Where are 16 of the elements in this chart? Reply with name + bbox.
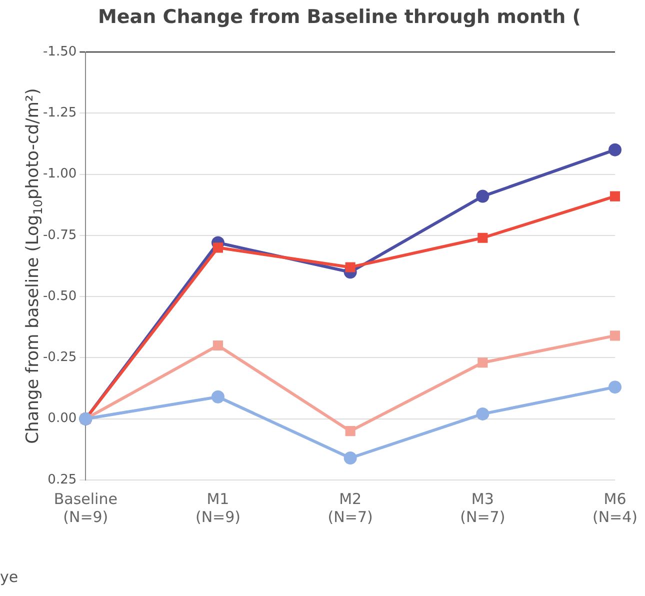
- x-tick-label: M1 (N=9): [195, 490, 240, 526]
- y-tick-label: -0.25: [42, 350, 77, 366]
- y-tick-label: 0.25: [48, 472, 77, 488]
- y-tick-label: 0.00: [48, 411, 77, 426]
- x-tick-label: M6 (N=4): [592, 490, 638, 526]
- y-tick-label: -1.25: [42, 106, 77, 121]
- y-tick-label: -0.50: [42, 288, 77, 304]
- x-tick-label: M3 (N=7): [460, 490, 506, 526]
- y-tick-label: -1.00: [42, 166, 77, 182]
- y-axis-title: Change from baseline (Log10photo-cd/m²): [23, 88, 45, 444]
- y-tick-label: -1.50: [42, 44, 77, 60]
- text: ye: [0, 568, 18, 586]
- chart-title: Mean Change from Baseline through month (: [98, 6, 581, 28]
- x-tick-label: Baseline (N=9): [54, 490, 118, 526]
- x-tick-label: M2 (N=7): [328, 490, 373, 526]
- y-tick-label: -0.75: [42, 228, 77, 243]
